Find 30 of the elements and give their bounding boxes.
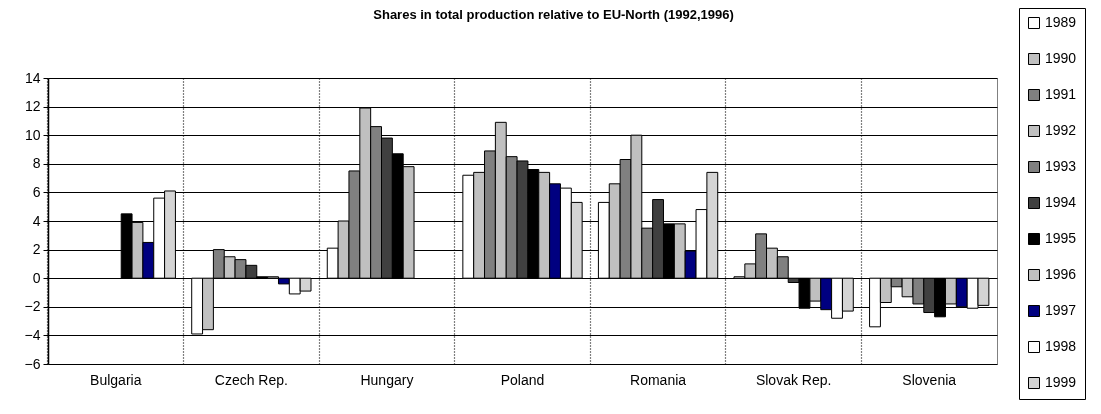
y-tick-label: 4 xyxy=(32,212,41,229)
y-tick-label: 0 xyxy=(32,269,41,286)
y-tick-label: 8 xyxy=(32,155,41,172)
y-tick-label: 14 xyxy=(24,69,41,86)
y-tick-label: 2 xyxy=(32,241,41,258)
x-tick-label: Czech Rep. xyxy=(214,371,288,388)
y-tick-label: −6 xyxy=(24,355,41,372)
y-tick-label: 10 xyxy=(24,126,41,143)
x-tick-label: Romania xyxy=(630,371,687,388)
y-tick-label: 6 xyxy=(32,183,41,200)
legend-label: 1989 xyxy=(1045,14,1077,30)
y-tick-label: 12 xyxy=(24,98,41,115)
legend-label: 1997 xyxy=(1045,302,1077,318)
chart-title: Shares in total production relative to EU-North (1992,1996) xyxy=(373,6,734,22)
legend-label: 1991 xyxy=(1045,86,1077,102)
legend-label: 1995 xyxy=(1045,230,1077,246)
y-tick-label: −4 xyxy=(24,326,41,343)
legend-label: 1996 xyxy=(1045,266,1077,282)
x-tick-label: Hungary xyxy=(360,371,414,388)
x-tick-label: Bulgaria xyxy=(90,371,142,388)
legend-label: 1990 xyxy=(1045,50,1077,66)
legend-label: 1998 xyxy=(1045,338,1077,354)
y-tick-label: −2 xyxy=(24,298,41,315)
legend-label: 1999 xyxy=(1045,374,1077,390)
x-tick-label: Slovenia xyxy=(902,371,957,388)
legend-label: 1994 xyxy=(1045,194,1077,210)
x-tick-label: Slovak Rep. xyxy=(755,371,832,388)
legend-label: 1992 xyxy=(1045,122,1077,138)
x-tick-label: Poland xyxy=(500,371,545,388)
legend-label: 1993 xyxy=(1045,158,1077,174)
